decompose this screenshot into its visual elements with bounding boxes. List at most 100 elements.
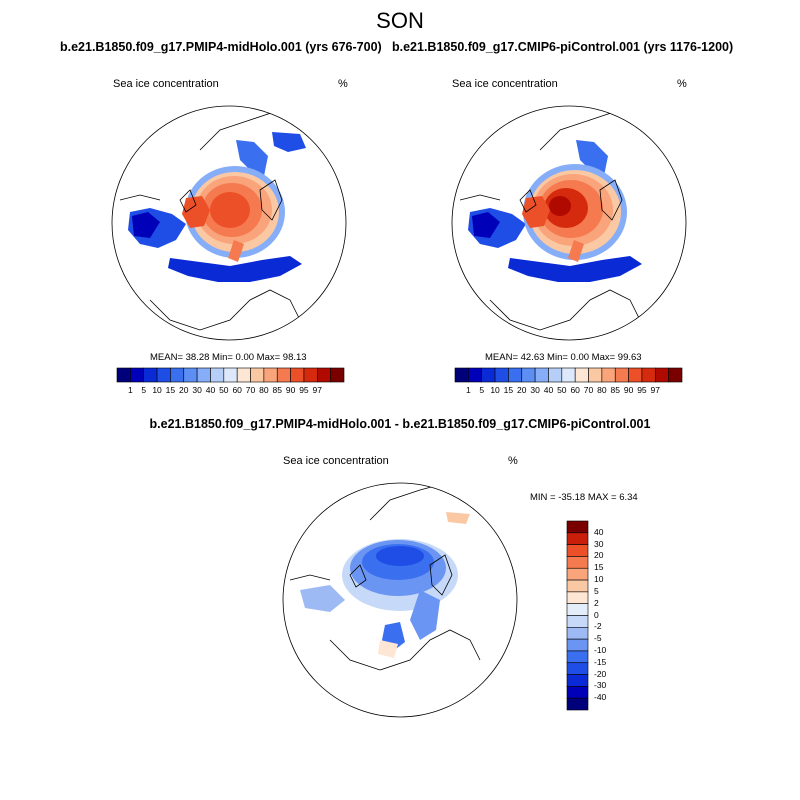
colorbar-tick-label: 90 <box>285 385 296 395</box>
colorbar-box <box>566 567 589 581</box>
colorbar-box <box>566 591 589 604</box>
p1-ice-core <box>210 192 250 228</box>
colorbar-box <box>290 367 305 383</box>
colorbar-tick-label: 40 <box>205 385 216 395</box>
colorbar-box <box>574 367 589 383</box>
colorbar-tick-label: 50 <box>219 385 229 395</box>
colorbar-box <box>223 367 238 383</box>
colorbar-box <box>566 603 589 616</box>
colorbar-tick-label: 15 <box>503 385 514 395</box>
panel-1-map <box>119 109 306 331</box>
colorbar-tick-label: 10 <box>490 385 500 395</box>
colorbar-box <box>316 367 331 383</box>
colorbar-tick-label: 80 <box>259 385 269 395</box>
colorbar-box <box>641 367 656 383</box>
colorbar-tick-label: 95 <box>637 385 647 395</box>
p2-ice-tail <box>568 240 584 262</box>
colorbar-box <box>566 686 589 699</box>
colorbar-tick-label: 1 <box>127 385 133 395</box>
colorbar-box <box>170 367 185 383</box>
panel-2-variable-label: Sea ice concentration <box>452 78 558 90</box>
p3-diff-baffin <box>300 585 345 612</box>
colorbar-box <box>454 367 469 383</box>
colorbar-tick-label: -30 <box>594 680 607 691</box>
colorbar-tick-label: 10 <box>152 385 162 395</box>
p2-ice-siberia <box>508 256 642 282</box>
colorbar-tick-label: 30 <box>530 385 540 395</box>
p1-ice-siberia <box>168 256 302 282</box>
colorbar-box <box>566 662 589 675</box>
colorbar-tick-label: 40 <box>594 526 604 537</box>
colorbar-tick-label: 2 <box>594 597 599 608</box>
colorbar-tick-label: 50 <box>557 385 567 395</box>
colorbar-1 <box>116 367 345 383</box>
colorbar-box <box>534 367 549 383</box>
panel-3-units-label: % <box>508 455 518 467</box>
panel-1-map-border <box>111 105 347 341</box>
colorbar-box <box>130 367 145 383</box>
colorbar-box <box>628 367 643 383</box>
colorbar-tick-label: 60 <box>232 385 242 395</box>
colorbar-box <box>614 367 629 383</box>
colorbar-box <box>156 367 171 383</box>
panel-3-map <box>289 483 481 671</box>
colorbar-box <box>566 697 589 711</box>
panel-1-stats: MEAN= 38.28 Min= 0.00 Max= 98.13 <box>150 352 307 363</box>
panel-2-stats: MEAN= 42.63 Min= 0.00 Max= 99.63 <box>485 352 642 363</box>
colorbar-box <box>561 367 576 383</box>
colorbar-tick-label: 30 <box>192 385 202 395</box>
p3-diff-core <box>376 546 424 566</box>
colorbar-box <box>276 367 291 383</box>
colorbar-box <box>468 367 483 383</box>
colorbar-box <box>183 367 198 383</box>
p3-diff-fram <box>410 590 440 640</box>
colorbar-box <box>654 367 669 383</box>
colorbar-box <box>588 367 603 383</box>
colorbar-box <box>566 544 589 557</box>
colorbar-tick-label: 80 <box>597 385 607 395</box>
panel-2-units-label: % <box>677 78 687 90</box>
panel-1-title: b.e21.B1850.f09_g17.PMIP4-midHolo.001 (y… <box>60 40 382 54</box>
colorbar-box <box>508 367 523 383</box>
colorbar-tick-label: 20 <box>594 550 604 561</box>
colorbar-box <box>143 367 158 383</box>
p2-ice-labrador-edge <box>472 212 500 238</box>
colorbar-box <box>236 367 251 383</box>
p2-ice-greenland-tongue <box>576 140 608 176</box>
colorbar-box <box>566 532 589 545</box>
colorbar-tick-label: -15 <box>594 656 607 667</box>
panel-1-units-label: % <box>338 78 348 90</box>
colorbar-tick-label: 70 <box>583 385 594 395</box>
panel-2-map <box>459 109 642 331</box>
colorbar-tick-label: 5 <box>479 385 485 395</box>
colorbar-tick-label: 1 <box>465 385 471 395</box>
panel-3-map-border <box>282 482 518 718</box>
colorbar-tick-label: -10 <box>594 644 607 655</box>
colorbar-tick-label: -5 <box>594 633 602 644</box>
p1-ice-labrador-edge <box>132 212 160 238</box>
colorbar-tick-label: -40 <box>594 692 607 703</box>
colorbar-tick-label: 90 <box>623 385 634 395</box>
colorbar-box <box>601 367 616 383</box>
colorbar-tick-label: -2 <box>594 621 602 632</box>
panel-3-variable-label: Sea ice concentration <box>283 455 389 467</box>
colorbar-tick-label: 5 <box>594 585 599 596</box>
p1-ice-greenland-tongue <box>236 140 268 176</box>
colorbar-box <box>566 520 589 534</box>
colorbar-tick-label: 0 <box>594 609 599 620</box>
colorbar-tick-label: 97 <box>650 385 661 395</box>
colorbar-tick-label: 20 <box>517 385 527 395</box>
p2-ice-core-max <box>549 196 571 216</box>
colorbar-tick-label: 70 <box>245 385 256 395</box>
colorbar-box <box>566 556 589 569</box>
colorbar-tick-label: 85 <box>272 385 282 395</box>
colorbar-tick-label: 97 <box>312 385 323 395</box>
colorbar-tick-label: 15 <box>165 385 176 395</box>
colorbar-box <box>521 367 536 383</box>
colorbar-box <box>250 367 265 383</box>
p2-coastlines <box>459 109 641 331</box>
figure-season-title: SON <box>376 8 424 33</box>
p3-diff-pos2 <box>378 640 398 658</box>
colorbar-tick-label: 30 <box>594 538 604 549</box>
